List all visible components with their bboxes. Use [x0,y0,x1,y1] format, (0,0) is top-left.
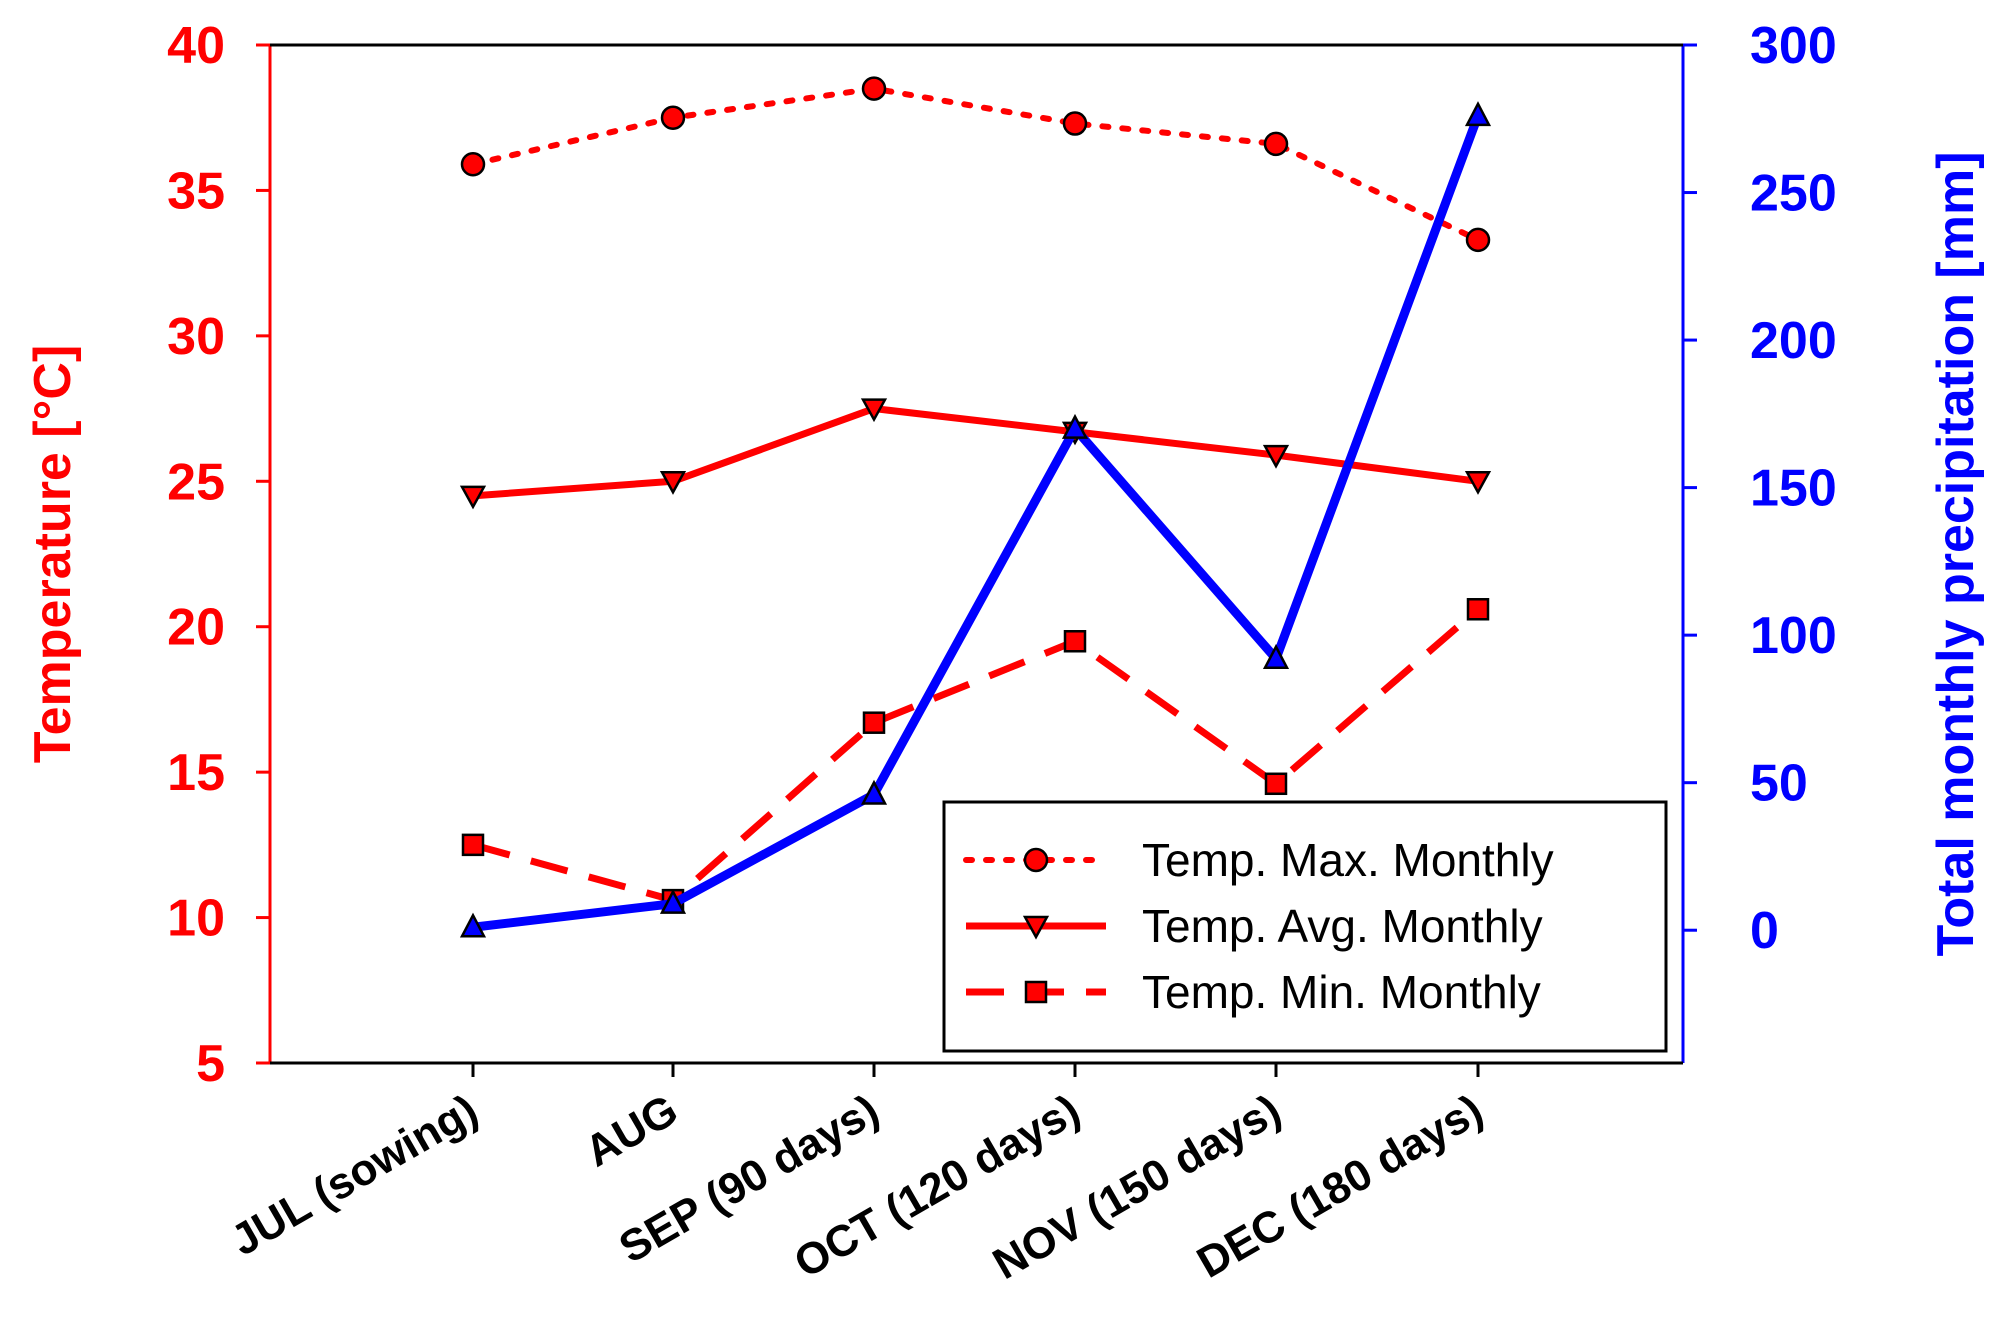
legend-label: Temp. Avg. Monthly [1142,900,1543,952]
data-point [460,152,486,177]
right-tick-label: 250 [1750,165,1837,223]
legend: Temp. Max. Monthly Temp. Avg. Monthly Temp… [942,800,1668,1053]
data-point [461,833,485,857]
data-point [1465,227,1491,253]
left-tick-label: 20 [167,599,225,657]
left-tick-label: 25 [167,453,225,511]
legend-swatch-marker [1022,915,1050,940]
legend-swatch-marker [1024,980,1048,1004]
right-tick-label: 150 [1750,460,1837,518]
data-point [1062,111,1088,136]
series-line [470,85,1481,243]
data-point [1464,101,1492,127]
series-0 [460,76,1491,253]
left-tick-label: 35 [167,162,225,220]
data-point [1264,772,1288,796]
left-tick-label: 40 [167,17,225,75]
data-point [1063,630,1087,653]
left-axis-title: Temperature [°C] [24,345,82,764]
right-tick-label: 0 [1750,902,1779,960]
x-tick-label: AUG [577,1085,686,1176]
left-tick-label: 15 [167,744,225,802]
data-point [459,912,487,938]
right-axis-title: Total monthly precipitation [mm] [1927,151,1985,956]
left-tick-label: 30 [167,308,225,366]
series-line [472,114,1483,932]
legend-label: Temp. Max. Monthly [1142,834,1554,886]
data-point [861,76,887,101]
left-tick-label: 10 [167,890,225,948]
data-point [660,105,686,130]
data-point [1262,444,1290,469]
data-point [1263,131,1289,157]
series-line [472,606,1481,904]
left-tick-label: 5 [196,1035,225,1093]
data-point [862,711,886,734]
right-tick-label: 100 [1750,607,1837,665]
data-point [860,398,888,423]
data-point [1061,413,1089,439]
x-tick-label: JUL (sowing) [223,1085,486,1265]
data-point [459,485,487,510]
right-tick-label: 50 [1750,755,1808,813]
right-tick-label: 300 [1750,17,1837,75]
legend-label: Temp. Min. Monthly [1142,966,1541,1018]
legend-swatch-marker [1023,847,1049,873]
series-2 [461,598,1490,912]
data-point [860,779,888,805]
data-point [1464,471,1492,495]
series-3 [459,101,1492,938]
data-point [659,888,687,914]
data-point [1466,598,1490,621]
data-point [659,471,687,495]
series-line [472,405,1479,500]
data-point [1262,644,1290,670]
right-tick-label: 200 [1750,312,1837,370]
